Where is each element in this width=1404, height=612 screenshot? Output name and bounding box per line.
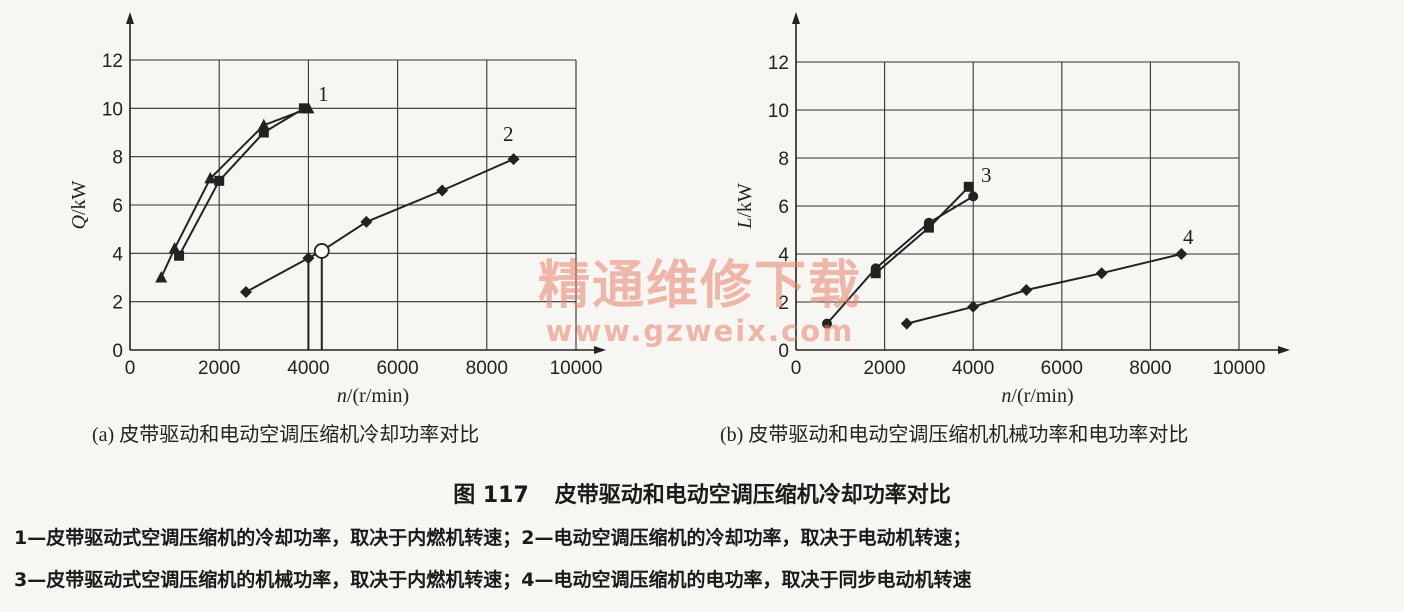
data-point-diamond bbox=[967, 300, 980, 313]
data-point-triangle bbox=[168, 242, 181, 254]
y-axis-var: L bbox=[734, 218, 756, 230]
y-axis-title: Q/kW bbox=[68, 180, 90, 229]
data-point-square bbox=[923, 222, 934, 233]
data-point-diamond bbox=[1020, 284, 1033, 296]
highlight-point bbox=[313, 243, 330, 259]
y-axis-var: Q bbox=[68, 214, 90, 229]
y-tick-label: 0 bbox=[778, 341, 789, 362]
series-label: 1 bbox=[318, 82, 329, 106]
x-axis-var: n bbox=[337, 385, 347, 407]
legend-line-2: 3—皮带驱动式空调压缩机的机械功率，取决于内燃机转速；4—电动空调压缩机的电功率… bbox=[14, 569, 972, 591]
y-tick-label: 12 bbox=[102, 51, 123, 72]
x-tick-label: 4000 bbox=[952, 358, 994, 379]
data-point-square bbox=[214, 175, 225, 186]
figure-title-text: 皮带驱动和电动空调压缩机冷却功率对比 bbox=[554, 483, 951, 508]
x-tick-label: 0 bbox=[125, 358, 136, 379]
data-point-diamond bbox=[507, 153, 520, 166]
y-axis-unit: /kW bbox=[734, 183, 756, 218]
series-line-2 bbox=[245, 158, 514, 293]
y-tick-label: 0 bbox=[112, 341, 123, 362]
data-point-circle bbox=[822, 318, 833, 329]
series-line-3 bbox=[826, 195, 974, 325]
x-tick-label: 4000 bbox=[287, 358, 329, 379]
y-tick-label: 6 bbox=[112, 196, 123, 217]
subcaption-b: (b) 皮带驱动和电动空调压缩机机械功率和电功率对比 bbox=[720, 424, 1189, 446]
x-axis-title: n/(r/min) bbox=[337, 385, 409, 407]
x-tick-label: 2000 bbox=[198, 358, 240, 379]
y-tick-label: 8 bbox=[112, 148, 123, 169]
data-point-square bbox=[870, 268, 881, 279]
x-axis-unit: /(r/min) bbox=[347, 385, 409, 407]
data-point-square bbox=[298, 103, 309, 114]
x-tick-label: 8000 bbox=[1129, 358, 1171, 379]
y-tick-label: 6 bbox=[778, 197, 789, 218]
x-axis-title: n/(r/min) bbox=[1001, 385, 1073, 407]
data-point-circle bbox=[968, 191, 979, 202]
data-point-diamond bbox=[1095, 267, 1108, 280]
y-axis-unit: /kW bbox=[68, 180, 90, 215]
subcaption-a: (a) 皮带驱动和电动空调压缩机冷却功率对比 bbox=[92, 424, 480, 446]
data-point-diamond bbox=[436, 184, 449, 197]
data-point-diamond bbox=[302, 252, 315, 265]
x-tick-label: 2000 bbox=[863, 358, 905, 379]
x-axis-var: n bbox=[1001, 385, 1011, 407]
chart-b: 0 2000 4000 6000 8000 10000 0 2 4 6 8 10 12 n/(r/min)… bbox=[734, 12, 1290, 407]
chart-a: 0 2000 4000 6000 8000 10000024681012n/(r/min)… bbox=[68, 12, 606, 407]
y-tick-label: 4 bbox=[778, 245, 789, 266]
x-axis-unit: /(r/min) bbox=[1011, 385, 1073, 407]
y-tick-label: 12 bbox=[768, 53, 789, 74]
data-point-square bbox=[174, 250, 185, 261]
data-point-square bbox=[963, 181, 974, 192]
x-tick-label: 6000 bbox=[1041, 358, 1083, 379]
data-point-diamond bbox=[360, 215, 373, 228]
x-tick-label: 6000 bbox=[376, 358, 418, 379]
series-label: 2 bbox=[503, 122, 514, 146]
data-point-triangle bbox=[257, 118, 270, 131]
x-tick-label: 0 bbox=[791, 358, 802, 379]
y-tick-label: 10 bbox=[768, 101, 789, 122]
series-line-4 bbox=[906, 253, 1182, 325]
x-tick-label: 10000 bbox=[1213, 358, 1266, 379]
y-tick-label: 2 bbox=[112, 293, 123, 314]
y-axis-arrow bbox=[792, 12, 800, 24]
series-line-unnamed-1 bbox=[178, 107, 305, 257]
series-label: 3 bbox=[981, 163, 992, 187]
y-tick-label: 8 bbox=[778, 149, 789, 170]
figure-title: 图 117 皮带驱动和电动空调压缩机冷却功率对比 bbox=[0, 477, 1404, 509]
y-axis-title: L/kW bbox=[734, 183, 756, 230]
data-point-diamond bbox=[1175, 248, 1188, 260]
x-tick-label: 8000 bbox=[466, 358, 508, 379]
y-tick-label: 2 bbox=[778, 293, 789, 314]
data-point-diamond bbox=[239, 286, 252, 298]
x-axis-arrow bbox=[594, 346, 606, 354]
data-point-diamond bbox=[900, 317, 913, 330]
y-axis-arrow bbox=[126, 12, 134, 24]
x-axis-arrow bbox=[1278, 346, 1290, 354]
data-point-square bbox=[258, 127, 269, 138]
series-line-unnamed-1 bbox=[875, 186, 970, 274]
y-tick-label: 4 bbox=[112, 244, 123, 265]
y-tick-label: 10 bbox=[102, 99, 123, 120]
x-tick-label: 10000 bbox=[550, 358, 603, 379]
data-point-triangle bbox=[155, 271, 168, 283]
series-label: 4 bbox=[1183, 225, 1194, 249]
legend-line-1: 1—皮带驱动式空调压缩机的冷却功率，取决于内燃机转速；2—电动空调压缩机的冷却功… bbox=[14, 527, 972, 549]
figure-number: 图 117 bbox=[453, 483, 529, 508]
data-point-triangle bbox=[204, 171, 217, 184]
